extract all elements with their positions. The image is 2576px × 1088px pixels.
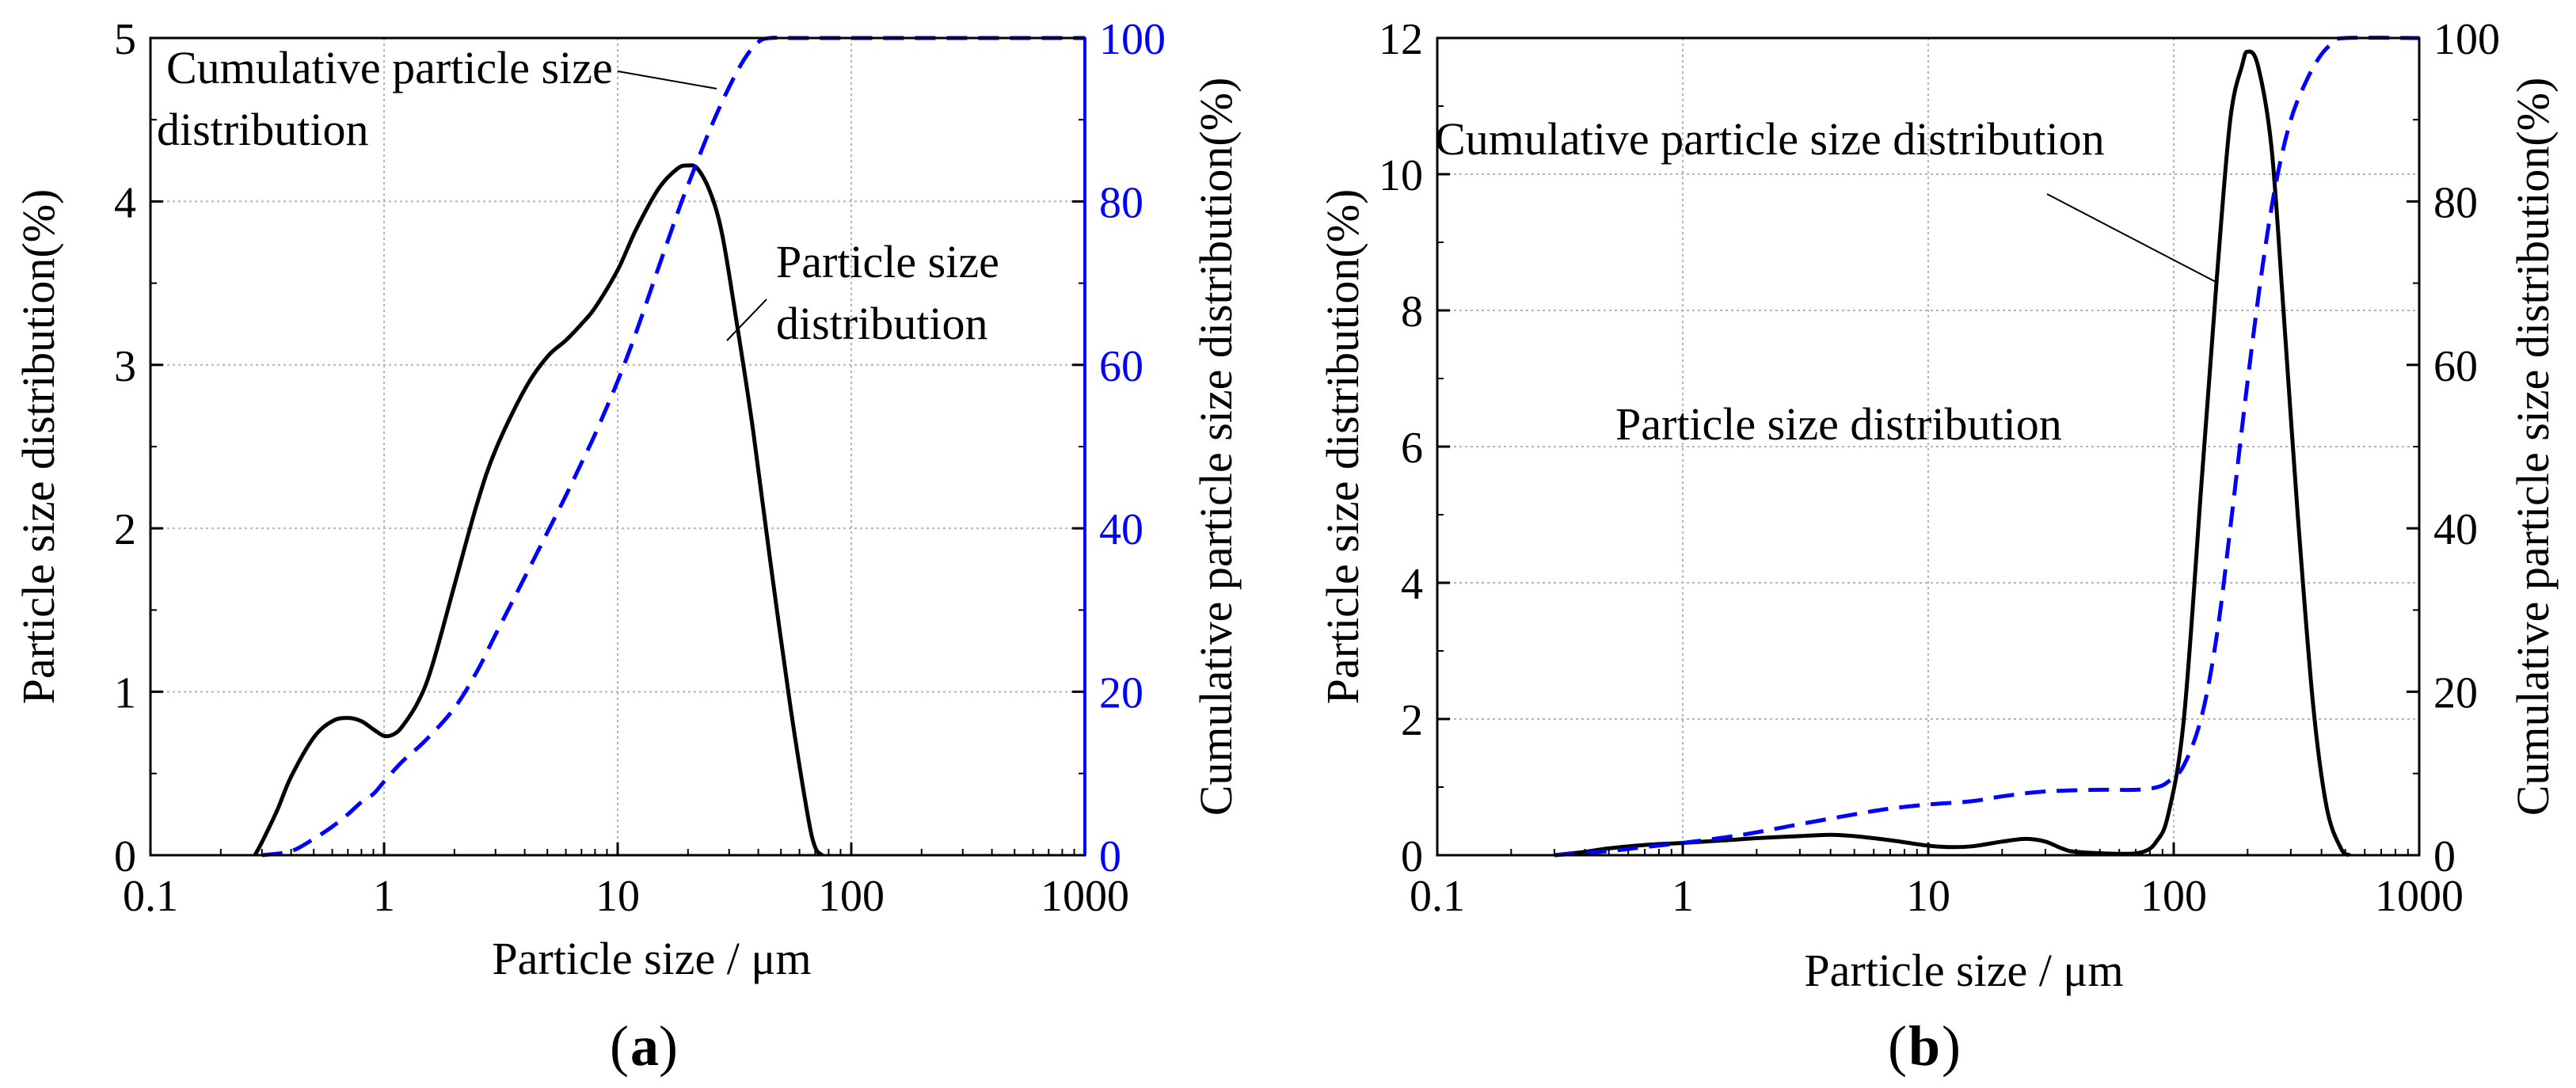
svg-text:a: a [630,1014,659,1078]
annotation-psd-a-line2: distribution [776,298,987,349]
y-axis-left-label-b: Particle size distribution(%) [1317,189,1368,705]
x-tick-label: 0.1 [123,872,178,921]
annotation-leader-cumulative-b [2046,193,2218,283]
y-axis-right-label-b: Cumulative particle size distribution(%) [2507,78,2559,816]
x-tick-label: 100 [818,872,885,921]
y-left-tick-label: 6 [1401,424,1423,473]
x-tick-label: 100 [2140,872,2207,921]
ticks-a [149,36,1086,857]
y-right-tick-label: 60 [2433,342,2478,391]
y-right-tick-label: 40 [1099,505,1143,554]
x-tick-label: 1 [373,872,395,921]
series-line-psd [253,163,824,857]
y-left-tick-label: 0 [114,832,136,881]
panel-label-a: ( a ) [610,1014,678,1078]
series-line-cumulative [261,36,1085,858]
svg-text:b: b [1908,1014,1940,1078]
y-axis-right-label-a: Cumulative particle size distribution(%) [1190,78,1242,816]
y-left-tick-label: 8 [1401,287,1423,337]
y-axis-left-label-a: Particle size distribution(%) [13,189,64,705]
y-right-tick-label: 60 [1099,342,1143,391]
grid-a [150,38,1085,855]
y-left-tick-label: 5 [114,15,136,64]
y-right-tick-label: 80 [1099,178,1143,227]
x-axis-label-a: Particle size / μm [492,933,811,984]
x-tick-label: 10 [1906,872,1950,921]
annotation-leader-psd-a [726,299,767,341]
y-right-tick-label: 100 [2433,15,2500,64]
y-left-tick-label: 2 [114,505,136,554]
y-right-tick-label: 0 [2433,832,2456,881]
y-right-tick-label: 80 [2433,178,2478,227]
y-left-tick-label: 4 [114,178,136,227]
series-a [253,36,1085,858]
x-axis-label-b: Particle size / μm [1804,945,2123,996]
y-left-tick-label: 12 [1379,15,1423,64]
series-line-psd [1554,49,2351,858]
y-left-tick-label: 4 [1401,560,1423,609]
svg-text:): ) [659,1014,678,1078]
ticks-b [1436,36,2421,857]
annotation-cumulative-a-line1: Cumulative particle size [166,42,613,93]
y-right-tick-label: 100 [1099,15,1166,64]
y-left-tick-label: 1 [114,669,136,718]
panel-label-b: ( b ) [1888,1014,1961,1078]
x-tick-label: 1000 [2375,872,2464,921]
x-tick-label: 0.1 [1410,872,1465,921]
y-left-tick-label: 0 [1401,832,1423,881]
y-left-tick-label: 3 [114,342,136,391]
y-left-tick-label: 2 [1401,696,1423,745]
annotation-psd-b: Particle size distribution [1615,398,2062,450]
annotation-cumulative-b: Cumulative particle size distribution [1435,113,2105,165]
svg-text:(: ( [1888,1014,1907,1078]
annotation-leader-cumulative-a [617,70,717,89]
y-right-tick-label: 20 [2433,669,2478,718]
annotation-cumulative-a-line2: distribution [157,104,368,155]
series-line-cumulative [1554,36,2420,858]
x-tick-label: 1000 [1041,872,1129,921]
y-left-tick-label: 10 [1379,151,1423,200]
annotation-psd-a-line1: Particle size [776,236,999,287]
svg-text:(: ( [610,1014,629,1078]
svg-text:): ) [1942,1014,1961,1078]
x-tick-label: 1 [1672,872,1694,921]
y-right-tick-label: 0 [1099,832,1121,881]
y-right-tick-label: 20 [1099,669,1143,718]
series-b [1554,36,2420,858]
y-right-tick-label: 40 [2433,505,2478,554]
x-tick-label: 10 [595,872,640,921]
